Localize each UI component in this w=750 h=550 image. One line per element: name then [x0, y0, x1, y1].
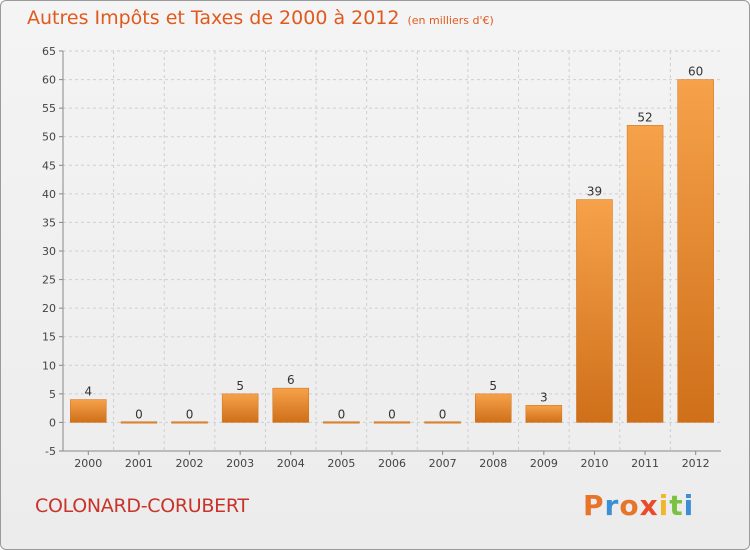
brand-letter: i: [683, 489, 695, 522]
y-tick-label: 30: [42, 245, 56, 258]
x-tick-label-2012: 2012: [682, 457, 710, 470]
y-tick-label: 40: [42, 188, 56, 201]
y-tick-label: 5: [49, 388, 56, 401]
data-label-2005: 0: [338, 407, 346, 421]
data-label-2004: 6: [287, 373, 295, 387]
data-label-2011: 52: [637, 110, 652, 124]
bars: [70, 79, 714, 424]
y-tick-label: 0: [49, 416, 56, 429]
proxiti-logo: Proxiti: [583, 489, 694, 522]
y-tick-label: 65: [42, 45, 56, 58]
x-tick-label-2000: 2000: [74, 457, 102, 470]
y-tick-label: 25: [42, 274, 56, 287]
bar-2010: [576, 199, 613, 423]
x-tick-label-2005: 2005: [327, 457, 355, 470]
data-label-2007: 0: [439, 407, 447, 421]
commune-name: COLONARD-CORUBERT: [35, 495, 249, 517]
x-tick-label-2004: 2004: [277, 457, 305, 470]
y-tick-label: 50: [42, 131, 56, 144]
y-tick-label: 35: [42, 216, 56, 229]
x-tick-label-2006: 2006: [378, 457, 406, 470]
y-tick-label: 20: [42, 302, 56, 315]
chart-title: Autres Impôts et Taxes de 2000 à 2012 (en…: [27, 7, 494, 29]
data-label-2000: 4: [84, 385, 92, 399]
x-tick-label-2008: 2008: [479, 457, 507, 470]
x-tick-label-2003: 2003: [226, 457, 254, 470]
data-label-2012: 60: [688, 65, 703, 79]
gridlines: [63, 50, 721, 452]
data-label-2001: 0: [135, 407, 143, 421]
bar-2006: [373, 421, 411, 424]
bar-2003: [221, 393, 259, 423]
y-tick-label: 60: [42, 74, 56, 87]
x-tick-label-2001: 2001: [125, 457, 153, 470]
bar-2011: [626, 125, 664, 423]
data-label-2002: 0: [186, 407, 194, 421]
bar-2002: [171, 421, 208, 424]
data-label-2008: 5: [489, 379, 497, 393]
brand-letter: x: [639, 489, 659, 522]
bar-2007: [424, 421, 461, 424]
x-tick-label-2007: 2007: [429, 457, 457, 470]
data-label-2010: 39: [587, 185, 602, 199]
bar-2012: [677, 79, 714, 423]
bar-2004: [272, 387, 310, 423]
bar-2008: [474, 393, 512, 423]
x-tick-label-2002: 2002: [176, 457, 204, 470]
brand-letter: i: [658, 489, 670, 522]
data-label-2009: 3: [540, 390, 548, 404]
brand-letter: P: [583, 489, 605, 522]
chart-subtitle: (en milliers d'€): [407, 14, 494, 27]
brand-letter: o: [619, 489, 640, 522]
chart-title-text: Autres Impôts et Taxes de 2000 à 2012: [27, 7, 400, 29]
y-tick-label: -5: [45, 445, 56, 458]
bar-2005: [323, 421, 360, 424]
bar-2001: [120, 421, 158, 424]
bar-2000: [70, 399, 107, 423]
x-tick-label-2011: 2011: [631, 457, 659, 470]
brand-letter: r: [604, 489, 620, 522]
bar-2009: [525, 405, 563, 423]
x-tick-label-2010: 2010: [580, 457, 608, 470]
y-tick-label: 45: [42, 159, 56, 172]
y-tick-label: 10: [42, 359, 56, 372]
x-tick-label-2009: 2009: [530, 457, 558, 470]
y-tick-label: 55: [42, 102, 56, 115]
y-tick-label: 15: [42, 331, 56, 344]
brand-letter: t: [669, 489, 684, 522]
data-label-2006: 0: [388, 407, 396, 421]
data-label-2003: 5: [236, 379, 244, 393]
